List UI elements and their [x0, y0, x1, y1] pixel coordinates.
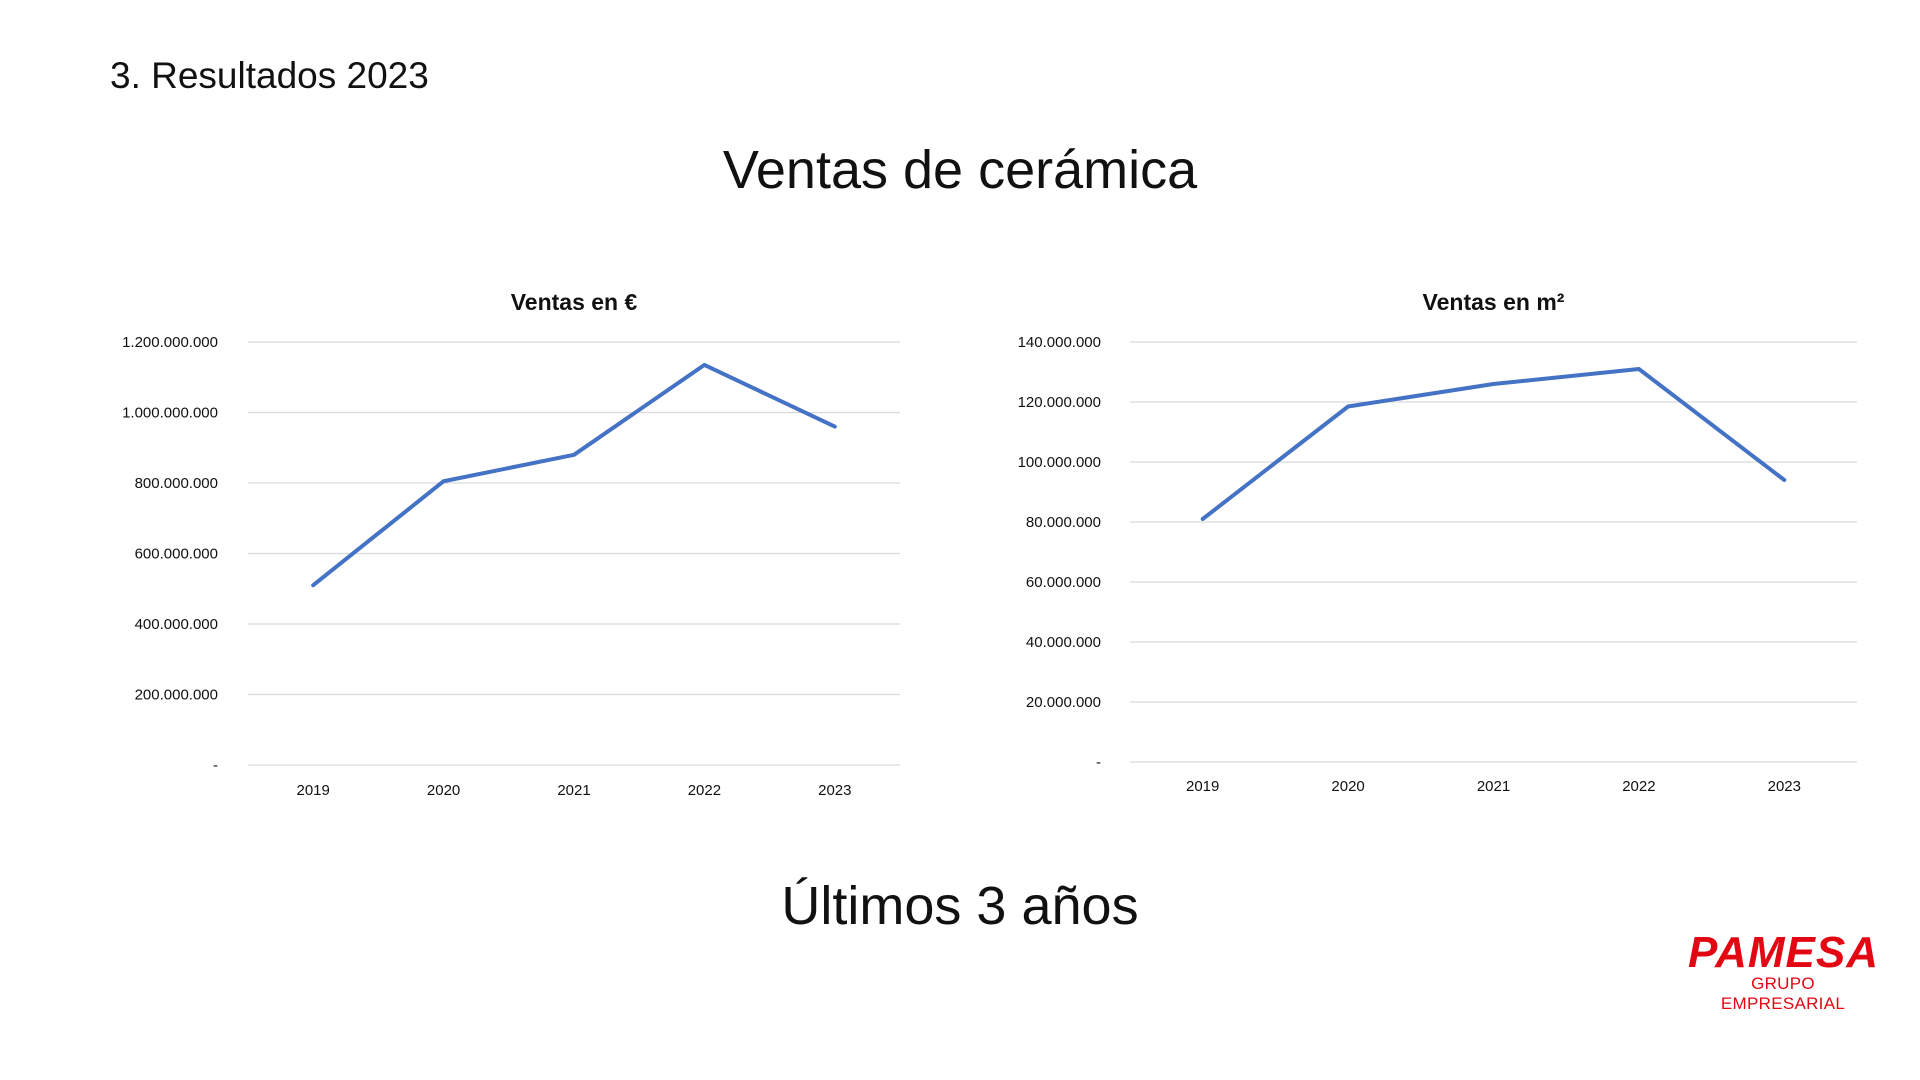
chart-1: Ventas en € - 200.000.000 400.000.000 600.00…	[122, 289, 900, 799]
y-tick-label: 1.000.000.000	[122, 405, 218, 422]
footer-title: Últimos 3 años	[781, 876, 1139, 936]
logo-subtitle: GRUPO EMPRESARIAL	[1720, 974, 1846, 1013]
y-tick-label: 80.000.000	[1026, 514, 1101, 531]
chart-2: Ventas en m² - 20.000.000 40.000.000 60.000.…	[1018, 289, 1857, 795]
y-tick-label: 100.000.000	[1018, 454, 1101, 471]
y-tick-label: -	[213, 757, 218, 774]
y-tick-label: -	[1096, 754, 1101, 771]
series-line	[1200, 367, 1787, 521]
y-tick-label: 40.000.000	[1026, 634, 1101, 651]
logo-wordmark: PAMESA	[1688, 928, 1879, 977]
y-tick-label: 800.000.000	[135, 475, 218, 492]
x-tick-label: 2020	[1331, 778, 1364, 795]
y-tick-label: 200.000.000	[135, 687, 218, 704]
chart-title: Ventas en m²	[1423, 289, 1565, 315]
x-tick-label: 2019	[1186, 778, 1219, 795]
x-tick-label: 2020	[427, 782, 460, 799]
y-tick-label: 140.000.000	[1018, 334, 1101, 351]
pamesa-logo: PAMESA GRUPO EMPRESARIAL	[1688, 928, 1888, 1014]
y-tick-label: 600.000.000	[135, 546, 218, 563]
y-tick-label: 400.000.000	[135, 616, 218, 633]
x-tick-label: 2021	[1477, 778, 1510, 795]
x-tick-label: 2021	[557, 782, 590, 799]
section-title: 3. Resultados 2023	[110, 55, 429, 96]
main-title: Ventas de cerámica	[722, 140, 1198, 200]
x-tick-label: 2023	[1768, 778, 1801, 795]
series-line	[311, 362, 837, 588]
x-tick-label: 2019	[297, 782, 330, 799]
x-tick-label: 2023	[818, 782, 851, 799]
y-tick-label: 20.000.000	[1026, 694, 1101, 711]
chart-title: Ventas en €	[511, 289, 638, 315]
x-tick-label: 2022	[1622, 778, 1655, 795]
y-tick-label: 60.000.000	[1026, 574, 1101, 591]
y-tick-label: 1.200.000.000	[122, 334, 218, 351]
x-tick-label: 2022	[688, 782, 721, 799]
y-tick-label: 120.000.000	[1018, 394, 1101, 411]
